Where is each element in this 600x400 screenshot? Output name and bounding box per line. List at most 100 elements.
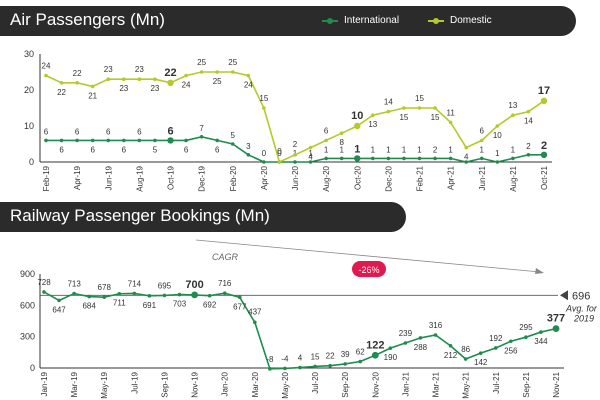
x-tick-label: Sep-19 bbox=[160, 371, 169, 397]
data-label: 6 bbox=[59, 145, 64, 154]
data-label: 0 bbox=[262, 149, 267, 158]
data-label: 1 bbox=[448, 145, 453, 154]
data-label: 192 bbox=[489, 334, 503, 343]
data-label: 1 bbox=[417, 145, 422, 154]
y-tick-label: 30 bbox=[24, 49, 34, 59]
data-label: 13 bbox=[368, 120, 377, 129]
data-point-railway bbox=[147, 294, 152, 298]
data-point-railway bbox=[478, 351, 483, 355]
data-label: 25 bbox=[213, 77, 222, 86]
data-point-international bbox=[526, 153, 531, 157]
reference-note-line1: Avg. for bbox=[565, 303, 598, 313]
data-label: 647 bbox=[52, 305, 66, 314]
data-label: 39 bbox=[341, 350, 350, 359]
x-tick-label: Aug-19 bbox=[135, 165, 144, 191]
data-label: 62 bbox=[356, 348, 365, 357]
data-label: 4 bbox=[308, 153, 313, 162]
data-label: 714 bbox=[128, 279, 142, 288]
data-point-railway bbox=[448, 344, 453, 348]
data-point-railway bbox=[117, 291, 122, 296]
data-point-railway bbox=[162, 293, 167, 298]
data-label: 6 bbox=[122, 145, 127, 154]
data-point-railway bbox=[313, 364, 317, 369]
data-label: 22 bbox=[164, 67, 176, 79]
data-point-domestic bbox=[59, 81, 64, 85]
data-label: 15 bbox=[259, 94, 268, 103]
x-tick-label: Sep-21 bbox=[522, 371, 531, 397]
data-label: 24 bbox=[182, 81, 191, 90]
data-label: 6 bbox=[480, 126, 485, 135]
data-label: 678 bbox=[98, 283, 112, 292]
data-label: 1 bbox=[495, 149, 500, 158]
data-label: 684 bbox=[82, 302, 96, 311]
data-label: 5 bbox=[231, 131, 236, 140]
data-label: 23 bbox=[135, 65, 144, 74]
data-point-domestic bbox=[495, 124, 500, 128]
data-label: 15 bbox=[311, 352, 320, 361]
data-point-domestic bbox=[433, 106, 437, 110]
data-label: 316 bbox=[429, 321, 443, 330]
data-label: 691 bbox=[143, 301, 157, 310]
data-point-domestic bbox=[479, 138, 484, 143]
data-label: 6 bbox=[215, 145, 220, 154]
y-tick-label: 300 bbox=[20, 332, 35, 342]
data-point-domestic bbox=[75, 81, 79, 85]
x-tick-label: Feb-20 bbox=[229, 165, 238, 191]
cagr-arrow-line bbox=[195, 239, 541, 273]
data-label: 703 bbox=[173, 300, 187, 309]
data-point-international bbox=[153, 138, 157, 143]
data-label: 14 bbox=[524, 117, 533, 126]
data-point-railway bbox=[463, 357, 468, 361]
data-label: 2 bbox=[293, 140, 298, 149]
data-point-railway bbox=[72, 291, 76, 296]
data-label: 17 bbox=[538, 85, 550, 97]
data-point-international bbox=[402, 156, 406, 161]
x-tick-label: Sep-20 bbox=[341, 371, 350, 397]
data-point-domestic bbox=[230, 70, 235, 74]
data-label: 142 bbox=[474, 358, 488, 367]
railway-bookings-chart: 0 300 600 900 Jan-19 Mar-19 May-19 Jul-19 Sep-19… bbox=[20, 239, 598, 399]
data-point-international bbox=[44, 138, 48, 143]
data-point-domestic bbox=[215, 70, 219, 74]
data-point-domestic bbox=[293, 153, 297, 157]
x-tick-label: Feb-21 bbox=[416, 165, 425, 191]
data-point-railway bbox=[207, 293, 212, 298]
legend-international-label: International bbox=[344, 15, 400, 26]
data-point-railway bbox=[87, 294, 91, 299]
data-point-railway bbox=[298, 365, 302, 370]
data-point-railway bbox=[403, 341, 408, 345]
data-point-international bbox=[59, 138, 64, 143]
data-label: 15 bbox=[431, 113, 440, 122]
data-point-domestic bbox=[153, 77, 157, 81]
x-tick-label: Nov-20 bbox=[371, 371, 380, 397]
x-tick-label: Jan-20 bbox=[221, 371, 230, 396]
reference-marker-icon bbox=[560, 290, 568, 301]
x-tick-label: Mar-20 bbox=[251, 371, 260, 397]
data-point-international bbox=[122, 138, 126, 143]
x-tick-label: May-20 bbox=[281, 371, 290, 398]
data-label: 22 bbox=[57, 88, 66, 97]
data-label: 3 bbox=[246, 142, 251, 151]
data-point-railway bbox=[524, 335, 528, 339]
data-point-railway bbox=[328, 363, 332, 368]
data-point-railway bbox=[343, 362, 347, 366]
data-point-domestic bbox=[540, 97, 548, 104]
data-point-domestic bbox=[339, 131, 344, 135]
legend-domestic-swatch bbox=[428, 17, 444, 24]
y-tick-label: 10 bbox=[24, 121, 34, 131]
data-point-domestic bbox=[371, 113, 375, 117]
data-label: 716 bbox=[218, 279, 232, 288]
data-point-international bbox=[511, 156, 515, 161]
data-label: 1 bbox=[308, 149, 313, 158]
data-point-railway bbox=[268, 367, 272, 371]
data-label: 728 bbox=[37, 278, 51, 287]
data-label: 10 bbox=[493, 131, 502, 140]
data-label: 695 bbox=[158, 281, 172, 290]
data-point-international bbox=[540, 151, 548, 158]
data-label: 344 bbox=[534, 337, 548, 346]
x-tick-label: Dec-19 bbox=[198, 165, 207, 191]
data-point-railway bbox=[539, 330, 543, 334]
data-point-railway bbox=[57, 298, 61, 303]
data-point-railway bbox=[177, 292, 182, 297]
